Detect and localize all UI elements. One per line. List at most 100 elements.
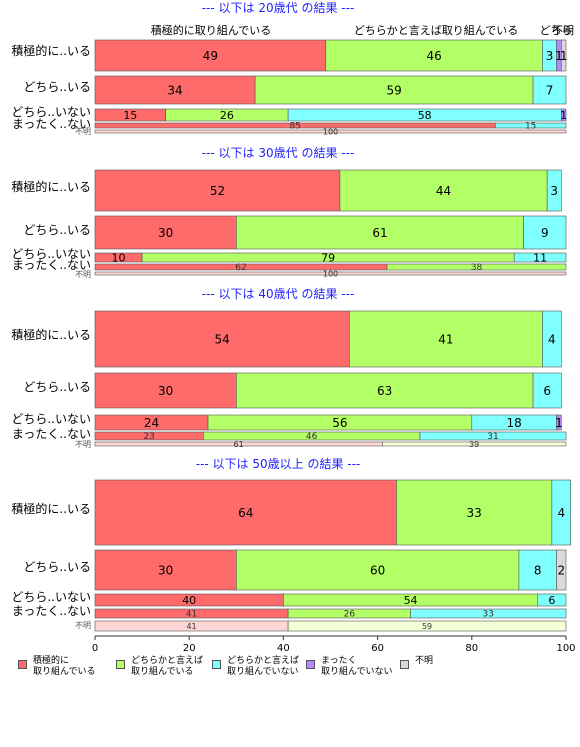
data-label: 15 [525,122,536,132]
data-label: 62 [235,263,246,273]
bar-segment [551,479,572,546]
legend-item: どちらかと言えば 取り組んでいない [212,656,299,678]
bar-segment [94,75,256,105]
data-label: 11 [533,251,547,264]
category-label: 積極的に..いる [11,501,91,516]
category-label: 不明 [75,270,91,279]
data-label: 41 [438,332,453,346]
category-label: どちら..いる [23,223,91,237]
bar-segment [94,310,350,368]
bar-segment [560,108,567,122]
category-label: 不明 [75,621,91,630]
data-label: 30 [158,563,173,577]
category-label: どちら..いない [11,105,91,119]
bar-segment [94,479,397,546]
data-label: 64 [238,506,253,520]
bar-segment [386,263,567,271]
legend-item: 不明 [400,656,433,669]
data-label: 10 [112,251,126,264]
data-label: 4 [557,506,565,520]
data-label: 30 [158,384,173,398]
data-label: 54 [404,594,418,607]
panel-title: --- 以下は 20歳代 の結果 --- [202,1,355,15]
data-label: 7 [546,83,554,97]
legend-swatch [18,660,27,669]
bar-segment [94,215,237,250]
data-label: 6 [543,384,551,398]
data-label: 6 [548,594,555,607]
data-label: 3 [546,49,554,63]
legend-label: まったく 取り組んでいない [321,656,393,677]
category-label: 積極的に..いる [11,327,91,342]
data-label: 1 [555,49,563,63]
legend-swatch [400,660,409,669]
bar-segment [287,620,567,632]
bar-segment [254,75,534,105]
data-label: 34 [167,83,182,97]
legend-swatch [306,660,315,669]
x-tick-label: 60 [371,643,384,654]
bar-segment [396,479,553,546]
series-header: 積極的に取り組んでいる [151,23,271,37]
bar-segment [495,122,567,129]
data-label: 1 [560,49,568,63]
bar-segment [94,372,237,409]
bar-segment [542,310,562,368]
legend-swatch [116,660,125,669]
data-label: 100 [323,127,338,136]
data-label: 100 [323,269,338,278]
bar-segment [94,129,567,134]
legend-label: 積極的に 取り組んでいる [33,656,96,677]
category-label: まったく..ない [12,117,91,131]
x-tick-label: 100 [556,643,575,654]
data-label: 46 [426,49,441,63]
data-label: 40 [182,594,196,607]
data-label: 33 [483,610,494,620]
bar-segment [537,593,567,607]
data-label: 58 [418,109,432,122]
chart-legend: 積極的に 取り組んでいる どちらかと言えば 取り組んでいる どちらかと言えば 取り組… [18,656,538,686]
legend-label: どちらかと言えば 取り組んでいない [227,656,300,677]
category-label: どちら..いない [11,412,91,426]
bar-segment [410,608,567,619]
data-label: 54 [215,332,230,346]
bar-segment [339,169,548,212]
bar-segment [532,372,562,409]
data-label: 85 [289,122,300,132]
data-label: 79 [321,251,335,264]
series-header: 不明 [552,24,574,37]
legend-label: 不明 [415,656,434,666]
bar-segment [236,215,524,250]
category-label: まったく..ない [12,604,91,618]
data-label: 24 [144,416,159,430]
series-header: どちら [540,24,573,37]
data-label: 63 [377,384,392,398]
legend-item: 積極的に 取り組んでいる [18,656,96,678]
data-label: 23 [143,432,154,442]
panel-title: --- 以下は 30歳代 の結果 --- [202,146,355,160]
data-label: 56 [332,416,347,430]
category-label: 不明 [75,127,91,136]
category-label: どちら..いる [23,380,91,394]
bar-segment [94,169,341,212]
bar-segment [523,215,567,250]
bar-segment [513,252,567,263]
legend-label: どちらかと言えば 取り組んでいる [131,656,204,677]
data-label: 4 [548,332,556,346]
x-tick-label: 80 [465,643,478,654]
bar-segment [518,549,557,591]
data-label: 15 [123,109,137,122]
series-header: どちらかと言えば取り組んでいる [354,24,518,37]
data-label: 3 [550,184,558,198]
data-label: 41 [186,622,196,631]
x-tick-label: 0 [92,643,98,654]
category-label: まったく..ない [12,258,91,272]
category-label: どちら..いる [23,80,91,94]
data-label: 61 [372,226,387,240]
data-label: 41 [186,610,197,620]
bar-segment [349,310,543,368]
category-label: どちら..いない [11,590,91,604]
data-label: 38 [471,263,483,273]
bar-segment [94,271,567,276]
